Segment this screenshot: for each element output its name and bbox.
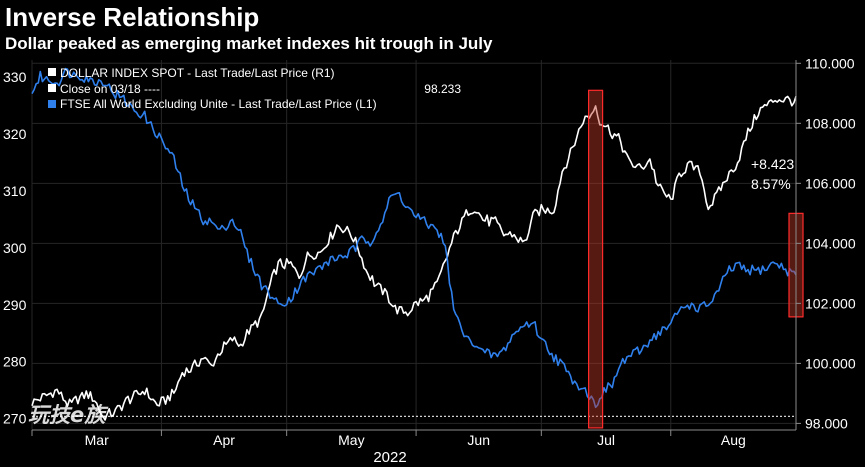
right-axis-tick-label: 102.000	[805, 295, 856, 311]
legend-swatch-dollar	[48, 68, 56, 76]
x-axis-tick-label: Apr	[213, 432, 235, 448]
x-axis-tick-label: Aug	[721, 432, 746, 448]
right-axis-tick-label: 106.000	[805, 175, 856, 191]
highlight-july-trough	[588, 89, 604, 429]
left-axis-tick-label: 330	[3, 69, 27, 85]
left-axis-tick-label: 310	[3, 183, 27, 199]
series-dollar-index-line	[31, 95, 797, 421]
left-axis-tick-label: 300	[3, 240, 27, 256]
axes: 98.000 100.000 102.000 104.000 106.000 108.00…	[3, 55, 856, 448]
legend-swatch-close	[48, 84, 56, 92]
chart-subtitle: Dollar peaked as emerging market indexes…	[5, 34, 493, 53]
legend-label-ftse: FTSE All World Excluding Unite - Last Tr…	[60, 97, 377, 111]
left-axis-tick-label: 290	[3, 297, 27, 313]
legend-label-dollar: DOLLAR INDEX SPOT - Last Trade/Last Pric…	[60, 66, 335, 80]
right-axis-tick-label: 100.000	[805, 355, 856, 371]
series-ftse-line	[31, 67, 797, 409]
x-axis-tick-label: Jul	[597, 432, 615, 448]
watermark-text: 玩技e族	[28, 403, 109, 427]
legend: DOLLAR INDEX SPOT - Last Trade/Last Pric…	[48, 66, 461, 111]
x-axis-year-label: 2022	[373, 449, 406, 466]
left-axis-tick-label: 280	[3, 354, 27, 370]
x-axis-tick-label: Mar	[85, 432, 109, 448]
chart-title: Inverse Relationship	[5, 2, 260, 32]
annotation-change: +8.423	[751, 156, 794, 172]
annotations: +8.423 8.57%	[751, 156, 794, 192]
grid	[31, 60, 796, 430]
legend-swatch-ftse	[48, 100, 56, 108]
left-axis-tick-label: 270	[3, 411, 27, 427]
left-axis-tick-label: 320	[3, 126, 27, 142]
x-axis-tick-label: May	[338, 432, 364, 448]
legend-label-close: Close on 03/18 ----	[60, 82, 160, 96]
annotation-percent: 8.57%	[751, 176, 791, 192]
right-axis-tick-label: 110.000	[805, 55, 855, 71]
right-axis-tick-label: 98.000	[805, 415, 848, 431]
right-axis-tick-label: 104.000	[805, 235, 856, 251]
series-layer	[31, 67, 797, 421]
right-axis-tick-label: 108.000	[805, 115, 856, 131]
x-axis-tick-label: Jun	[467, 432, 490, 448]
legend-value-close: 98.233	[424, 82, 461, 96]
